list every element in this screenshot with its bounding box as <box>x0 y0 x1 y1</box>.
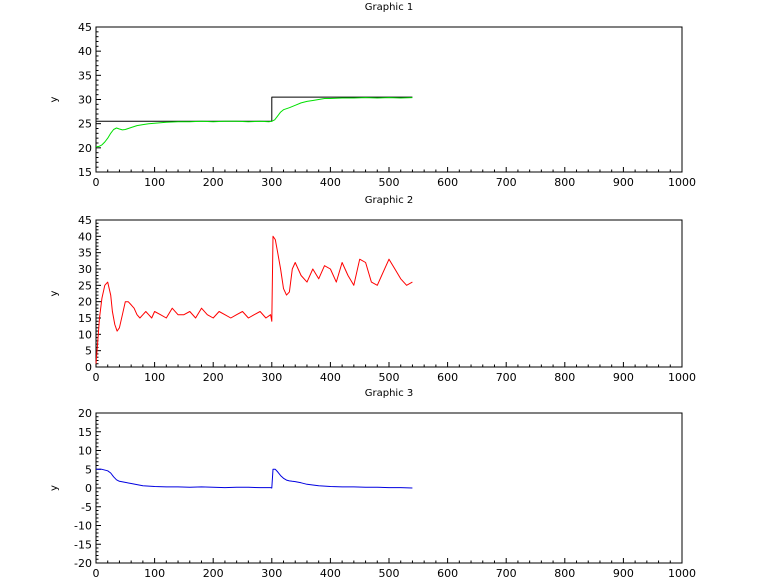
x-tick-label: 700 <box>496 176 517 189</box>
chart-title: Graphic 1 <box>365 2 414 13</box>
x-tick-label: 200 <box>203 567 224 580</box>
y-tick-label: 0 <box>85 361 92 374</box>
series-line-1 <box>96 468 413 489</box>
chart-panel-2: Graphic 20 100 200 300 400 500 600 700 800 900 100… <box>49 195 696 384</box>
x-tick-label: 200 <box>203 371 224 384</box>
plot-frame <box>95 219 683 368</box>
y-tick-label: 45 <box>78 21 92 34</box>
x-tick-label: 400 <box>320 176 341 189</box>
y-tick-label: 10 <box>78 445 92 458</box>
x-tick-label: 100 <box>144 176 165 189</box>
y-tick-label: 35 <box>78 69 92 82</box>
y-tick-label: 40 <box>78 230 92 243</box>
y-tick-label: 0 <box>85 482 92 495</box>
x-tick-label: 0 <box>93 176 100 189</box>
x-tick-label: 900 <box>613 371 634 384</box>
x-tick-label: 600 <box>437 371 458 384</box>
x-tick-label: 0 <box>93 371 100 384</box>
y-tick-label: 30 <box>78 263 92 276</box>
x-tick-label: 600 <box>437 176 458 189</box>
y-axis-label: y <box>49 290 60 296</box>
y-tick-label: 15 <box>78 312 92 325</box>
y-tick-label: -15 <box>74 538 92 551</box>
y-axis-label: y <box>49 485 60 491</box>
x-tick-label: 1000 <box>668 371 696 384</box>
x-tick-label: 400 <box>320 567 341 580</box>
x-tick-label: 300 <box>261 567 282 580</box>
y-tick-label: -5 <box>81 501 92 514</box>
x-tick-label: 600 <box>437 567 458 580</box>
x-tick-label: 500 <box>379 371 400 384</box>
y-tick-label: -10 <box>74 520 92 533</box>
series-line-1 <box>96 96 413 122</box>
chart-title: Graphic 2 <box>365 195 414 206</box>
x-tick-label: 0 <box>93 567 100 580</box>
y-axis-label: y <box>49 96 60 102</box>
x-tick-label: 200 <box>203 176 224 189</box>
series-line-2 <box>95 97 413 148</box>
x-tick-label: 100 <box>144 371 165 384</box>
x-tick-label: 500 <box>379 176 400 189</box>
y-tick-label: 15 <box>78 166 92 179</box>
y-tick-label: 20 <box>78 142 92 155</box>
chart-title: Graphic 3 <box>365 388 414 399</box>
x-tick-label: 300 <box>261 176 282 189</box>
y-tick-label: 15 <box>78 426 92 439</box>
x-tick-label: 400 <box>320 371 341 384</box>
x-tick-label: 900 <box>613 176 634 189</box>
x-tick-label: 800 <box>554 371 575 384</box>
x-tick-label: 900 <box>613 567 634 580</box>
y-tick-label: 10 <box>78 328 92 341</box>
y-tick-label: 20 <box>78 407 92 420</box>
plot-frame <box>95 26 683 173</box>
series-line-1 <box>95 235 413 364</box>
x-tick-label: 700 <box>496 371 517 384</box>
y-tick-label: 5 <box>85 463 92 476</box>
y-tick-label: -20 <box>74 557 92 570</box>
x-tick-label: 300 <box>261 371 282 384</box>
y-tick-label: 5 <box>85 345 92 358</box>
y-tick-label: 35 <box>78 247 92 260</box>
x-tick-label: 100 <box>144 567 165 580</box>
x-tick-label: 800 <box>554 176 575 189</box>
y-tick-label: 20 <box>78 296 92 309</box>
chart-panel-3: Graphic 30 100 200 300 400 500 600 700 800 900 100… <box>49 388 696 580</box>
x-tick-label: 700 <box>496 567 517 580</box>
x-tick-label: 1000 <box>668 567 696 580</box>
y-tick-label: 30 <box>78 94 92 107</box>
y-tick-label: 40 <box>78 45 92 58</box>
y-tick-label: 45 <box>78 214 92 227</box>
y-tick-label: 25 <box>78 279 92 292</box>
x-tick-label: 800 <box>554 567 575 580</box>
x-tick-label: 1000 <box>668 176 696 189</box>
y-tick-label: 25 <box>78 118 92 131</box>
x-tick-label: 500 <box>379 567 400 580</box>
chart-panel-1: Graphic 1 0 100 200 300 400 500 600 700 800 900 100… <box>49 2 696 189</box>
